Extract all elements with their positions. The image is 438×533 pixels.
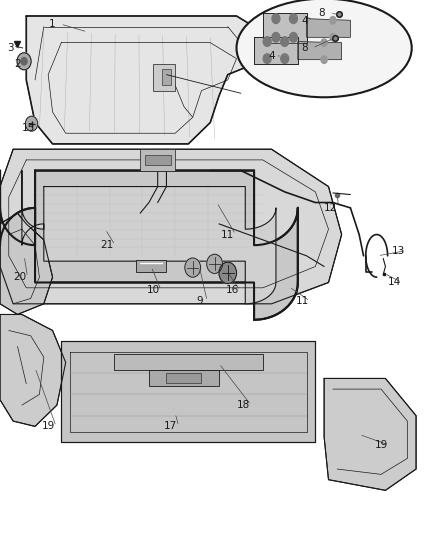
Text: 21: 21	[101, 240, 114, 250]
Circle shape	[207, 254, 223, 273]
Polygon shape	[0, 213, 53, 314]
Polygon shape	[0, 314, 66, 426]
Polygon shape	[307, 19, 350, 37]
Polygon shape	[145, 155, 171, 165]
Text: 14: 14	[388, 278, 401, 287]
Text: 2: 2	[14, 59, 21, 69]
Text: 11: 11	[221, 230, 234, 239]
Polygon shape	[140, 149, 175, 171]
Text: 8: 8	[318, 9, 325, 18]
Polygon shape	[22, 171, 276, 304]
Circle shape	[21, 58, 27, 65]
Text: 16: 16	[226, 286, 239, 295]
Polygon shape	[162, 69, 171, 85]
Circle shape	[272, 14, 280, 23]
Circle shape	[185, 258, 201, 277]
Text: 1: 1	[49, 19, 56, 29]
Circle shape	[290, 33, 297, 42]
Polygon shape	[114, 354, 263, 370]
Text: 4: 4	[301, 17, 308, 26]
Circle shape	[263, 54, 271, 63]
Circle shape	[281, 37, 289, 46]
Polygon shape	[153, 64, 175, 91]
Circle shape	[330, 34, 336, 41]
Text: 11: 11	[296, 296, 309, 306]
Circle shape	[263, 37, 271, 46]
Polygon shape	[136, 260, 166, 272]
Polygon shape	[149, 370, 219, 386]
Text: 17: 17	[164, 422, 177, 431]
Text: 20: 20	[13, 272, 26, 282]
Text: 19: 19	[374, 440, 388, 450]
Circle shape	[272, 33, 280, 42]
Polygon shape	[324, 378, 416, 490]
Circle shape	[17, 53, 31, 70]
Text: 10: 10	[147, 286, 160, 295]
Circle shape	[290, 14, 297, 23]
Circle shape	[25, 116, 38, 131]
Polygon shape	[61, 341, 315, 442]
Polygon shape	[0, 171, 298, 320]
Polygon shape	[254, 37, 298, 64]
Text: 12: 12	[324, 203, 337, 213]
Text: 13: 13	[392, 246, 405, 255]
Text: 9: 9	[196, 296, 203, 306]
Polygon shape	[166, 373, 201, 383]
Circle shape	[219, 262, 237, 284]
Text: 3: 3	[7, 43, 14, 53]
Ellipse shape	[237, 0, 412, 97]
Polygon shape	[0, 149, 342, 304]
Text: 8: 8	[301, 43, 308, 53]
Polygon shape	[298, 42, 342, 60]
Circle shape	[321, 39, 327, 46]
Circle shape	[321, 56, 327, 63]
Circle shape	[281, 54, 289, 63]
Polygon shape	[26, 16, 263, 144]
Text: 18: 18	[237, 400, 250, 410]
Circle shape	[330, 17, 336, 24]
Text: 4: 4	[268, 51, 275, 61]
Text: 19: 19	[42, 422, 55, 431]
Text: 15: 15	[22, 123, 35, 133]
Polygon shape	[263, 13, 307, 43]
